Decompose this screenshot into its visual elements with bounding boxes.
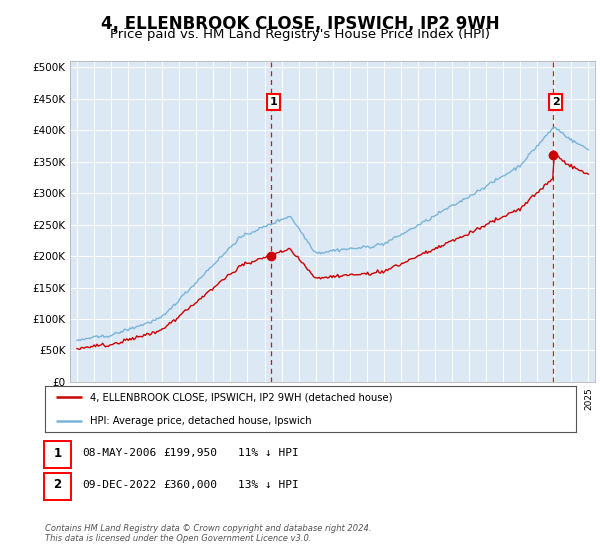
- Text: Price paid vs. HM Land Registry's House Price Index (HPI): Price paid vs. HM Land Registry's House …: [110, 28, 490, 41]
- Text: £360,000: £360,000: [163, 480, 217, 490]
- Text: 2: 2: [53, 478, 62, 492]
- Text: 1: 1: [269, 97, 277, 107]
- Text: 11% ↓ HPI: 11% ↓ HPI: [238, 448, 299, 458]
- Text: 08-MAY-2006: 08-MAY-2006: [82, 448, 157, 458]
- Text: HPI: Average price, detached house, Ipswich: HPI: Average price, detached house, Ipsw…: [90, 416, 312, 426]
- Text: 1: 1: [53, 446, 62, 460]
- Text: 2: 2: [552, 97, 560, 107]
- Text: £199,950: £199,950: [163, 448, 217, 458]
- Text: Contains HM Land Registry data © Crown copyright and database right 2024.
This d: Contains HM Land Registry data © Crown c…: [45, 524, 371, 543]
- Text: 13% ↓ HPI: 13% ↓ HPI: [238, 480, 299, 490]
- Text: 4, ELLENBROOK CLOSE, IPSWICH, IP2 9WH: 4, ELLENBROOK CLOSE, IPSWICH, IP2 9WH: [101, 15, 499, 33]
- Text: 09-DEC-2022: 09-DEC-2022: [82, 480, 157, 490]
- Text: 4, ELLENBROOK CLOSE, IPSWICH, IP2 9WH (detached house): 4, ELLENBROOK CLOSE, IPSWICH, IP2 9WH (d…: [90, 393, 392, 403]
